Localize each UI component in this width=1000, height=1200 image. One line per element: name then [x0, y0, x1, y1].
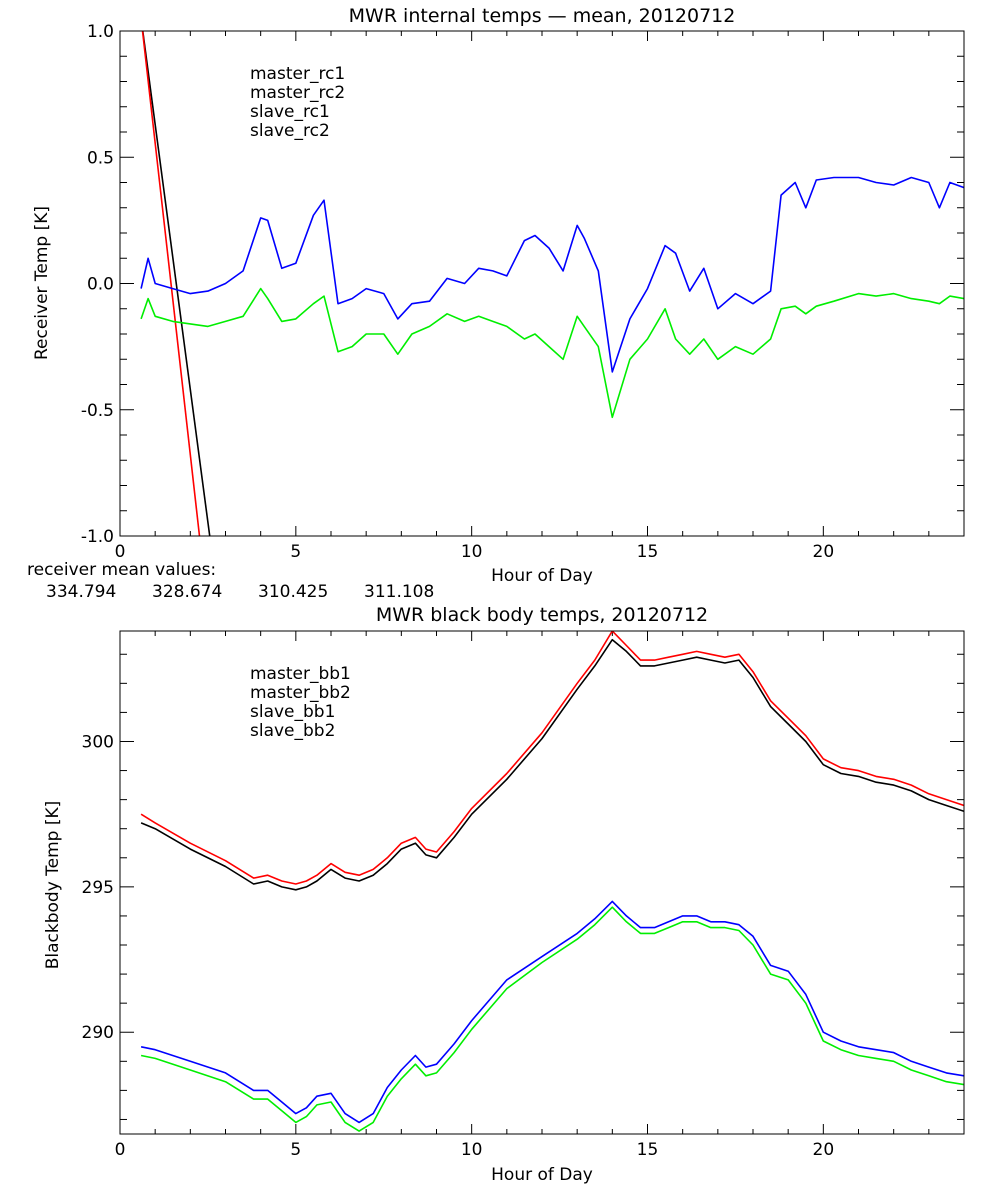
mean-value: 328.674: [152, 582, 222, 602]
series-line-master-bb1: [140, 638, 964, 891]
legend-entry: slave_bb1: [250, 702, 335, 722]
x-tick-label: 5: [290, 1140, 301, 1160]
x-tick-label: 10: [461, 1140, 483, 1160]
plot-area: 0 5 10 15 20 290 295 300: [82, 631, 965, 1160]
plot-frame: [119, 30, 965, 537]
y-axis-label: Receiver Temp [K]: [32, 206, 52, 360]
y-tick-label: 0.5: [87, 148, 114, 168]
x-tick-label: 15: [637, 1140, 659, 1160]
legend-entry: slave_rc1: [250, 102, 330, 122]
x-tick-label: 15: [637, 542, 659, 562]
legend-entry: master_bb2: [250, 683, 351, 703]
x-axis-label: Hour of Day: [491, 1165, 593, 1185]
mean-values-annotation: receiver mean values: 334.794 328.674 31…: [27, 560, 434, 602]
legend-entry: master_bb1: [250, 664, 351, 684]
series-line-master-bb2: [140, 631, 964, 885]
mean-value: 334.794: [46, 582, 116, 602]
chart-title: MWR black body temps, 20120712: [376, 604, 708, 626]
legend-entry: master_rc2: [250, 83, 345, 103]
y-tick-label: 0.0: [87, 275, 114, 295]
x-tick-label: 5: [290, 542, 301, 562]
x-tick-label: 0: [115, 1140, 126, 1160]
legend-entry: slave_rc2: [250, 121, 330, 141]
legend-entry: slave_bb2: [250, 721, 335, 741]
x-axis-label: Hour of Day: [491, 566, 593, 586]
series-line-slave-bb1: [140, 900, 964, 1124]
y-tick-label: -0.5: [81, 401, 114, 421]
x-tick-label: 0: [115, 542, 126, 562]
legend: master_bb1 master_bb2 slave_bb1 slave_bb…: [250, 664, 351, 741]
legend-entry: master_rc1: [250, 64, 345, 84]
y-tick-label: -1.0: [81, 527, 114, 547]
x-tick-label: 10: [461, 542, 483, 562]
mean-value: 310.425: [258, 582, 328, 602]
legend: master_rc1 master_rc2 slave_rc1 slave_rc…: [250, 64, 345, 141]
plot-frame: [119, 630, 965, 1135]
receiver-temp-chart: MWR internal temps — mean, 20120712 0 5 10…: [27, 5, 965, 602]
plot-area: 0 5 10 15 20 -1.0 -0.5 0.0 0.5 1.0: [81, 22, 965, 562]
series-line-slave-rc1: [140, 176, 964, 373]
mean-value: 311.108: [364, 582, 434, 602]
y-tick-label: 295: [82, 878, 114, 898]
y-tick-label: 300: [82, 732, 114, 752]
y-tick-label: 1.0: [87, 22, 114, 42]
chart-title: MWR internal temps — mean, 20120712: [349, 5, 736, 27]
mean-values-label: receiver mean values:: [27, 560, 216, 580]
x-tick-label: 20: [813, 542, 835, 562]
series-line-slave-bb2: [140, 906, 964, 1132]
y-axis-label: Blackbody Temp [K]: [43, 801, 63, 970]
y-tick-label: 290: [82, 1023, 114, 1043]
series-line-slave-rc2: [140, 287, 964, 419]
x-tick-label: 20: [813, 1140, 835, 1160]
blackbody-temp-chart: MWR black body temps, 20120712 0 5 10 15 20 2…: [43, 604, 965, 1185]
